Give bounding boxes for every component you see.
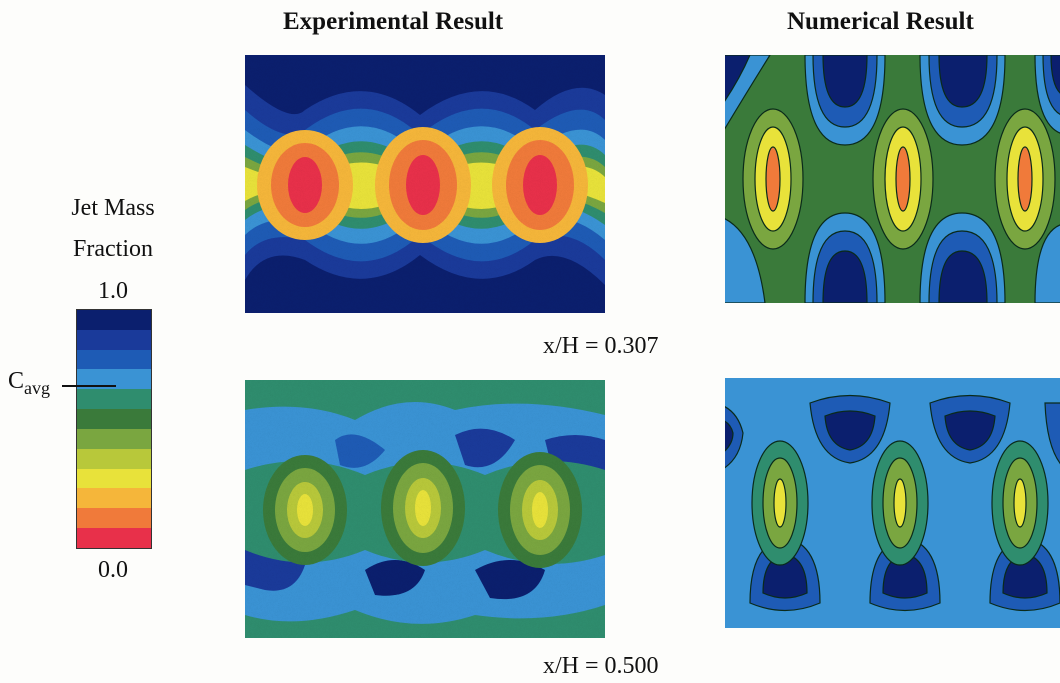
colorbar-band — [77, 409, 151, 429]
caption-row1: x/H = 0.307 — [543, 333, 659, 359]
legend-title-line2: Fraction — [73, 236, 153, 262]
colorbar-band — [77, 508, 151, 529]
cavg-marker-line — [62, 385, 116, 387]
caption-row2: x/H = 0.500 — [543, 653, 659, 679]
colorbar-band — [77, 448, 151, 469]
numerical-title: Numerical Result — [787, 8, 974, 35]
experimental-panel-0307 — [245, 55, 605, 313]
colorbar-band — [77, 468, 151, 489]
colorbar-band — [77, 349, 151, 370]
numerical-panel-0500 — [725, 378, 1060, 628]
experimental-title: Experimental Result — [283, 8, 504, 35]
numerical-panel-0307 — [725, 55, 1060, 303]
cavg-label: Cavg — [8, 368, 51, 398]
colorbar-band — [77, 428, 151, 449]
colorbar-band — [77, 528, 151, 548]
legend-max-label: 1.0 — [98, 278, 128, 304]
colorbar-band — [77, 329, 151, 350]
legend-min-label: 0.0 — [98, 557, 128, 583]
colorbar-band — [77, 310, 151, 330]
colorbar-band — [77, 369, 151, 390]
colorbar — [76, 309, 152, 549]
colorbar-band — [77, 389, 151, 410]
colorbar-band — [77, 488, 151, 509]
legend-title-line1: Jet Mass — [71, 195, 155, 221]
experimental-panel-0500 — [245, 380, 605, 638]
